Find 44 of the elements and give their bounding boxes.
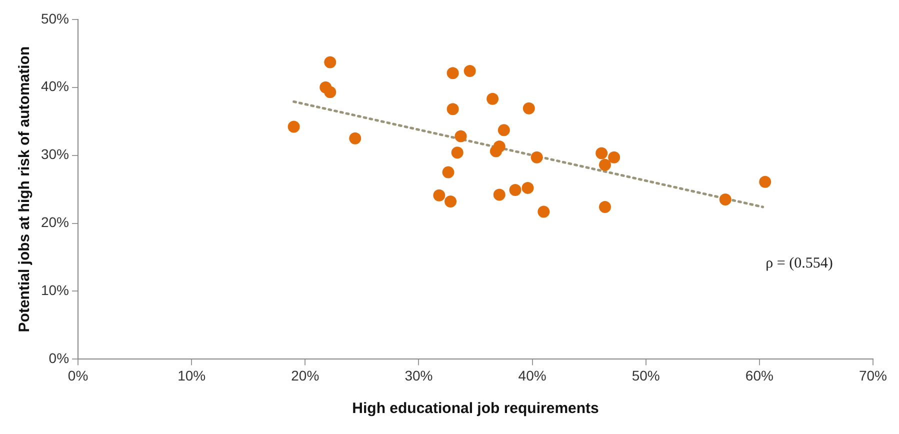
x-tick-label: 0% xyxy=(68,367,88,384)
x-axis-title: High educational job requirements xyxy=(352,400,599,418)
point xyxy=(442,166,454,178)
point xyxy=(608,151,620,164)
x-tick-label: 60% xyxy=(745,367,774,384)
point xyxy=(498,124,510,136)
point xyxy=(486,92,499,105)
y-tick-label: 0% xyxy=(48,350,70,366)
y-axis-title: Potential jobs at high risk of automation xyxy=(16,46,34,332)
x-tick-label: 70% xyxy=(858,367,888,384)
point xyxy=(598,200,611,213)
point xyxy=(598,158,611,171)
annotation: ρ = (0.554) xyxy=(766,255,833,272)
point xyxy=(522,182,534,194)
point xyxy=(446,103,459,116)
point xyxy=(324,86,336,98)
point xyxy=(454,130,467,142)
point xyxy=(490,145,502,158)
point xyxy=(530,151,543,164)
point xyxy=(759,176,772,188)
point xyxy=(596,147,608,160)
x-tick-label: 10% xyxy=(178,367,206,384)
point xyxy=(719,193,732,206)
y-tick-label: 30% xyxy=(40,146,70,162)
x-tick-label: 20% xyxy=(291,367,320,384)
point xyxy=(433,189,446,202)
y-tick-label: 20% xyxy=(40,214,70,230)
point xyxy=(288,120,300,133)
point xyxy=(522,102,535,114)
point xyxy=(538,206,550,218)
x-tick-label: 40% xyxy=(518,367,546,384)
x-tick-label: 30% xyxy=(404,367,433,384)
x-tick-label: 50% xyxy=(632,367,660,384)
point xyxy=(493,188,506,201)
point xyxy=(509,184,522,196)
point xyxy=(349,132,362,144)
point xyxy=(464,65,476,78)
point xyxy=(446,67,459,80)
y-tick-label: 10% xyxy=(40,282,70,298)
y-tick-label: 50% xyxy=(40,10,70,26)
point xyxy=(444,196,457,208)
point xyxy=(451,146,464,159)
y-tick-label: 40% xyxy=(40,78,70,94)
point xyxy=(324,56,336,68)
